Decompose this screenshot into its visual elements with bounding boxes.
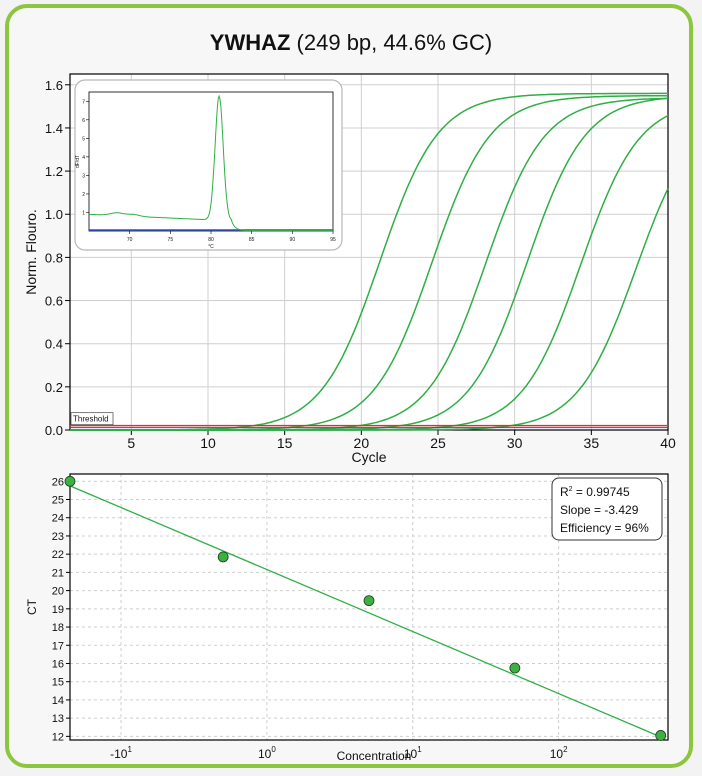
x-tick-label: 101 <box>404 745 422 761</box>
y-tick-label: 1.6 <box>45 78 63 93</box>
y-tick-label: 26 <box>52 476 64 488</box>
inset-y-tick-label: 5 <box>82 136 85 142</box>
y-tick-label: 23 <box>52 531 64 543</box>
standard-curve-plot: -101 100 101 102 12 13 14 15 16 17 18 19 20 21 22 23 24 2… <box>25 473 669 763</box>
regression-line <box>69 485 664 739</box>
inset-x-tick-label: 80 <box>208 237 214 243</box>
inset-y-tick-label: 1 <box>82 210 85 216</box>
inset-x-tick-label: 85 <box>249 237 255 243</box>
y-tick-label: 19 <box>52 604 64 616</box>
y-tick-label: 0.4 <box>45 337 63 352</box>
y-axis-title: CT <box>25 598 39 615</box>
y-tick-label: 1.2 <box>45 164 63 179</box>
y-tick-label: 18 <box>52 622 64 634</box>
x-tick-label: 40 <box>660 435 676 451</box>
inset-y-tick-label: 4 <box>82 155 85 161</box>
y-tick-label: 24 <box>52 513 64 525</box>
data-point <box>363 595 375 607</box>
y-tick-label: 13 <box>52 713 64 725</box>
x-tick-label: 30 <box>507 435 523 451</box>
r-squared-label: R2 = 0.99745 <box>560 485 630 499</box>
inset-plot-area <box>88 91 334 232</box>
stats-box <box>551 477 663 541</box>
y-tick-label: 22 <box>52 549 64 561</box>
inset-x-axis-title: °C <box>208 244 214 250</box>
gene-name: YWHAZ <box>209 30 291 55</box>
inset-y-tick-label: 3 <box>82 173 85 179</box>
inset-y-tick-label: 2 <box>82 192 85 198</box>
x-tick-label: 20 <box>354 435 370 451</box>
chart-title: YWHAZ (249 bp, 44.6% GC) <box>0 30 702 56</box>
y-tick-label: 21 <box>52 567 64 579</box>
x-axis-title: Concentration <box>337 749 412 763</box>
x-tick-label: -101 <box>110 745 132 761</box>
y-tick-label: 17 <box>52 640 64 652</box>
inset-x-tick-label: 75 <box>168 237 174 243</box>
x-tick-label: 100 <box>258 745 276 761</box>
x-tick-label: 102 <box>550 745 568 761</box>
threshold-label: Threshold <box>73 415 109 424</box>
slope-label: Slope = -3.429 <box>560 503 639 517</box>
x-axis-title: Cycle <box>351 449 386 465</box>
threshold-label-box <box>70 412 114 426</box>
inset-x-tick-label: 70 <box>127 237 133 243</box>
x-tick-label: 5 <box>127 435 135 451</box>
inset-y-axis-title: dF/dT <box>75 155 81 168</box>
data-point <box>217 551 229 563</box>
efficiency-label: Efficiency = 96% <box>560 521 649 535</box>
y-tick-label: 1.4 <box>45 121 63 136</box>
data-point <box>64 475 76 487</box>
melt-curve <box>88 94 333 232</box>
y-axis-title: Norm. Flouro. <box>23 209 39 295</box>
x-tick-label: 10 <box>200 435 216 451</box>
y-tick-label: 0.8 <box>45 250 63 265</box>
y-tick-label: 15 <box>52 677 64 689</box>
y-tick-label: 16 <box>52 658 64 670</box>
gene-details: (249 bp, 44.6% GC) <box>296 30 493 55</box>
inset-x-tick-label: 95 <box>330 237 336 243</box>
y-tick-label: 0.2 <box>45 380 63 395</box>
inset-y-tick-label: 6 <box>82 118 85 124</box>
x-tick-label: 15 <box>277 435 293 451</box>
y-tick-label: 20 <box>52 586 64 598</box>
melt-curve-inset: 70 75 80 85 90 95 1 2 3 4 5 6 7 °C dF/dT <box>74 79 343 251</box>
y-tick-label: 25 <box>52 495 64 507</box>
amplification-curve-6 <box>70 188 669 431</box>
plot-frame <box>69 473 669 741</box>
data-point <box>655 730 667 741</box>
x-tick-label: 35 <box>584 435 600 451</box>
inset-y-tick-label: 7 <box>82 99 85 105</box>
y-tick-label: 12 <box>52 731 64 743</box>
amplification-plot: 5 10 15 20 25 30 35 400.00.20.40.60.81.01.21.41… <box>23 73 676 465</box>
y-tick-label: 0.6 <box>45 294 63 309</box>
y-tick-label: 14 <box>52 695 64 707</box>
y-tick-label: 0.0 <box>45 423 63 438</box>
data-point <box>509 662 521 674</box>
inset-x-tick-label: 90 <box>290 237 296 243</box>
x-tick-label: 25 <box>430 435 446 451</box>
y-tick-label: 1.0 <box>45 207 63 222</box>
